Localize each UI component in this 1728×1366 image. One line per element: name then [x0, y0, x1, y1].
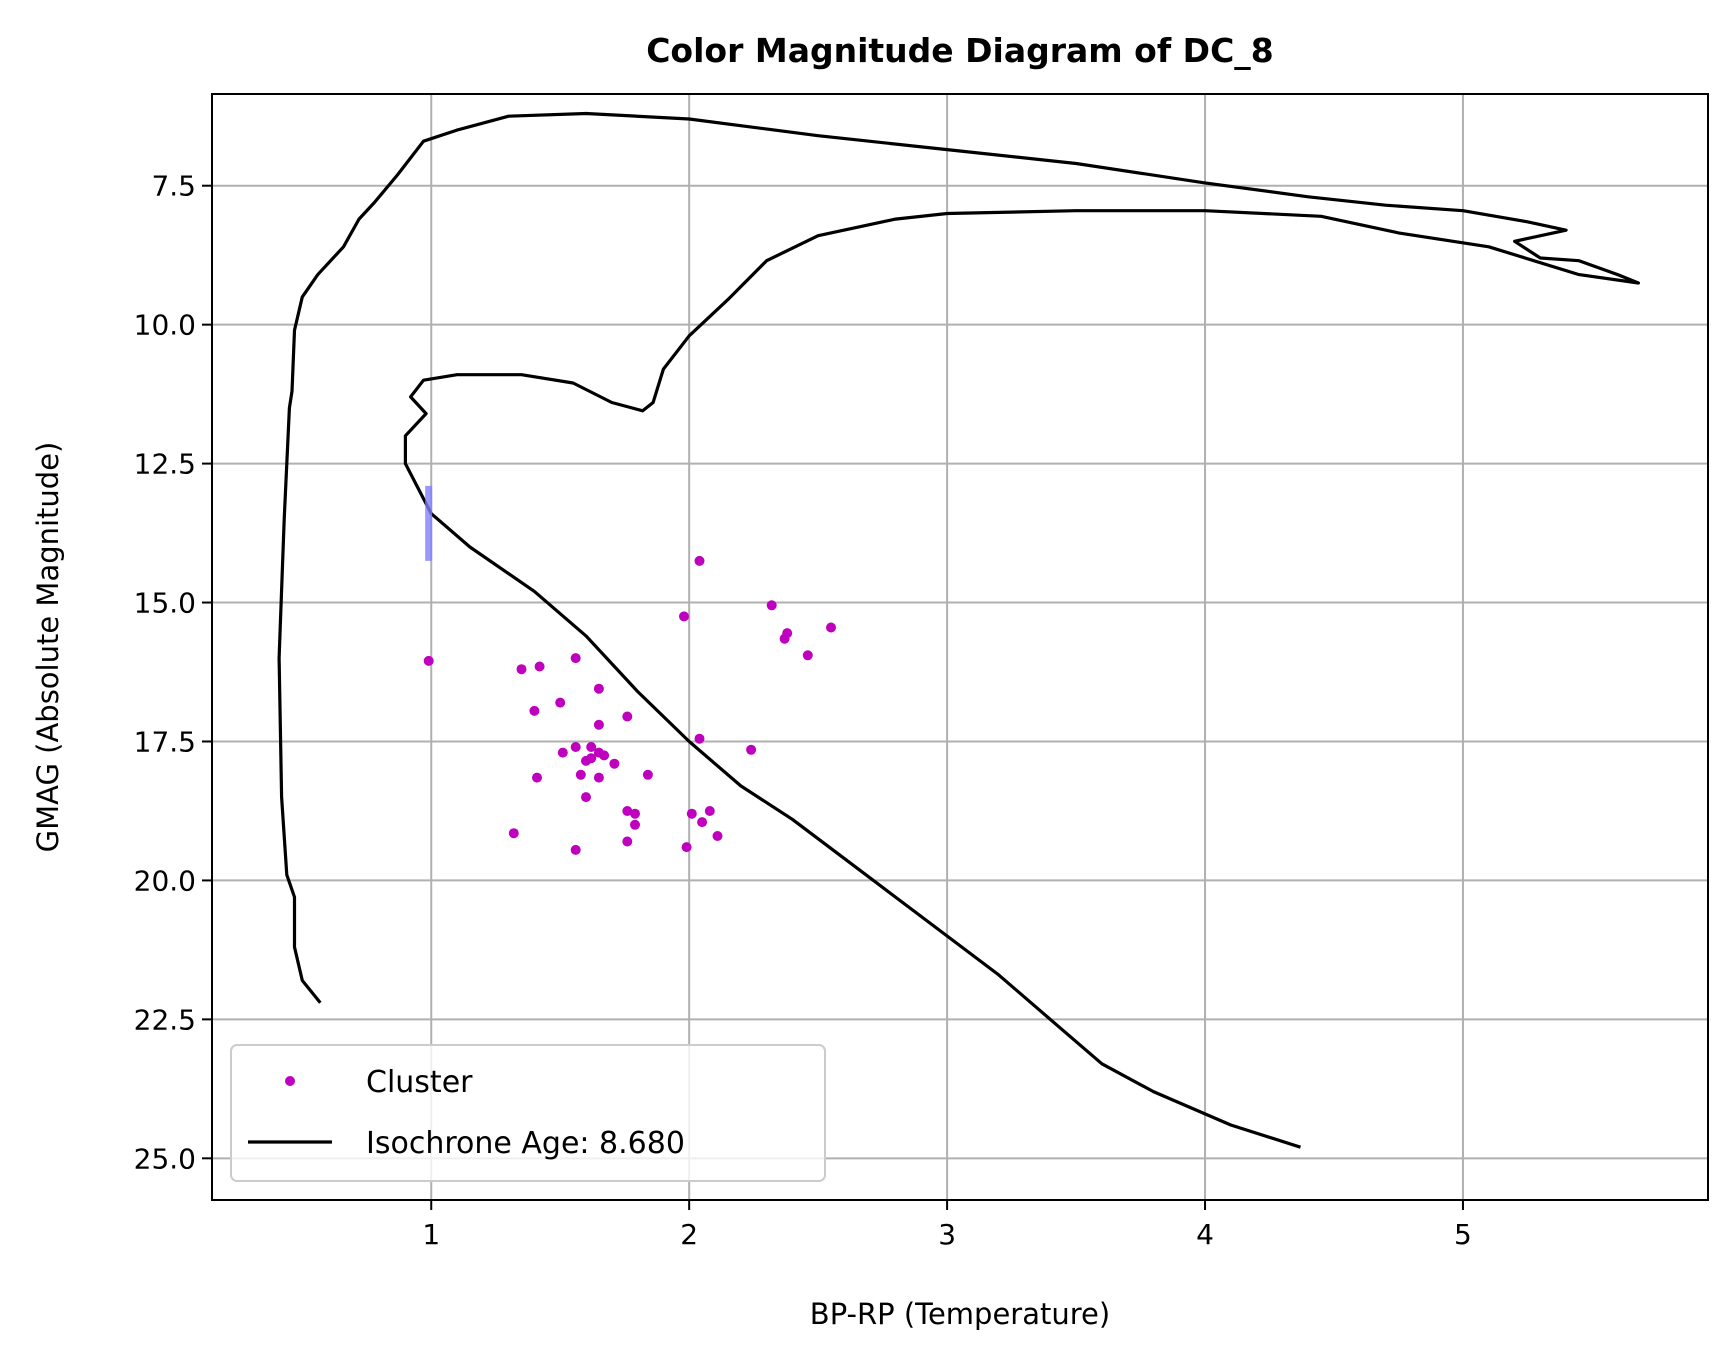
y-tick-label: 10.0 [134, 309, 196, 342]
cluster-point [630, 819, 640, 830]
cluster-point [586, 742, 597, 752]
cluster-point [599, 750, 610, 761]
cluster-point [555, 697, 566, 708]
y-tick-label: 20.0 [134, 864, 196, 897]
cluster-point [570, 653, 581, 664]
x-tick-label: 4 [1196, 1218, 1214, 1251]
y-tick-label: 12.5 [134, 448, 196, 481]
cluster-point [686, 808, 697, 819]
cluster-point [679, 611, 689, 622]
cluster-point [534, 661, 545, 672]
cluster-point [630, 808, 640, 819]
plot-frame [211, 93, 1709, 1201]
cluster-point [642, 769, 653, 780]
legend-box [230, 1044, 826, 1182]
y-tick-label: 15.0 [134, 587, 196, 620]
cluster-point [694, 555, 705, 566]
cluster-point [516, 664, 527, 675]
cluster-point [697, 817, 708, 828]
cluster-point [622, 711, 633, 722]
cluster-point [593, 719, 604, 730]
legend: Cluster Isochrone Age: 8.680 [230, 1044, 826, 1182]
grid-lines [212, 94, 1708, 1200]
cluster-point [681, 842, 692, 853]
x-tick-label: 3 [938, 1218, 956, 1251]
cluster-point [508, 828, 519, 839]
cluster-point [766, 600, 777, 611]
cluster-point [622, 806, 633, 816]
cluster-point [557, 747, 568, 758]
cluster-point [593, 683, 604, 694]
cluster-point [826, 622, 836, 633]
cluster-point [581, 755, 591, 766]
cluster-point [694, 733, 705, 744]
tick-layer: 1 2 3 4 5 7.5 10.0 12.5 15.0 17.5 20.0 22.5 25.0 [134, 170, 1472, 1251]
x-tick-label: 5 [1454, 1218, 1472, 1251]
cluster-point [779, 633, 790, 644]
cluster-point [532, 772, 542, 783]
cluster-point [712, 831, 723, 841]
cluster-point [746, 744, 757, 755]
legend-cluster-label: Cluster [366, 1065, 473, 1100]
cluster-point [575, 769, 586, 780]
legend-cluster-marker [285, 1076, 295, 1086]
cluster-point [529, 705, 540, 716]
cluster-point [704, 806, 715, 816]
y-tick-label: 22.5 [134, 1003, 196, 1036]
cluster-point [581, 792, 591, 803]
series-layer [277, 111, 1640, 1149]
cluster-point [593, 772, 604, 783]
isochrone-line [277, 111, 1640, 1149]
cluster-point [609, 758, 620, 769]
y-tick-label: 25.0 [134, 1142, 196, 1175]
chart-title: Color Magnitude Diagram of DC_8 [646, 31, 1274, 70]
cluster-point [423, 655, 434, 666]
cluster-point [570, 844, 581, 855]
cluster-point [802, 650, 813, 661]
x-tick-label: 2 [680, 1218, 698, 1251]
x-tick-label: 1 [422, 1218, 440, 1251]
cluster-point [622, 836, 633, 847]
legend-isochrone-label: Isochrone Age: 8.680 [366, 1126, 685, 1161]
y-axis-label: GMAG (Absolute Magnitude) [31, 442, 65, 853]
y-tick-label: 7.5 [151, 170, 196, 203]
x-axis-label: BP-RP (Temperature) [810, 1297, 1110, 1331]
y-tick-label: 17.5 [134, 725, 196, 758]
cluster-point [570, 742, 581, 752]
